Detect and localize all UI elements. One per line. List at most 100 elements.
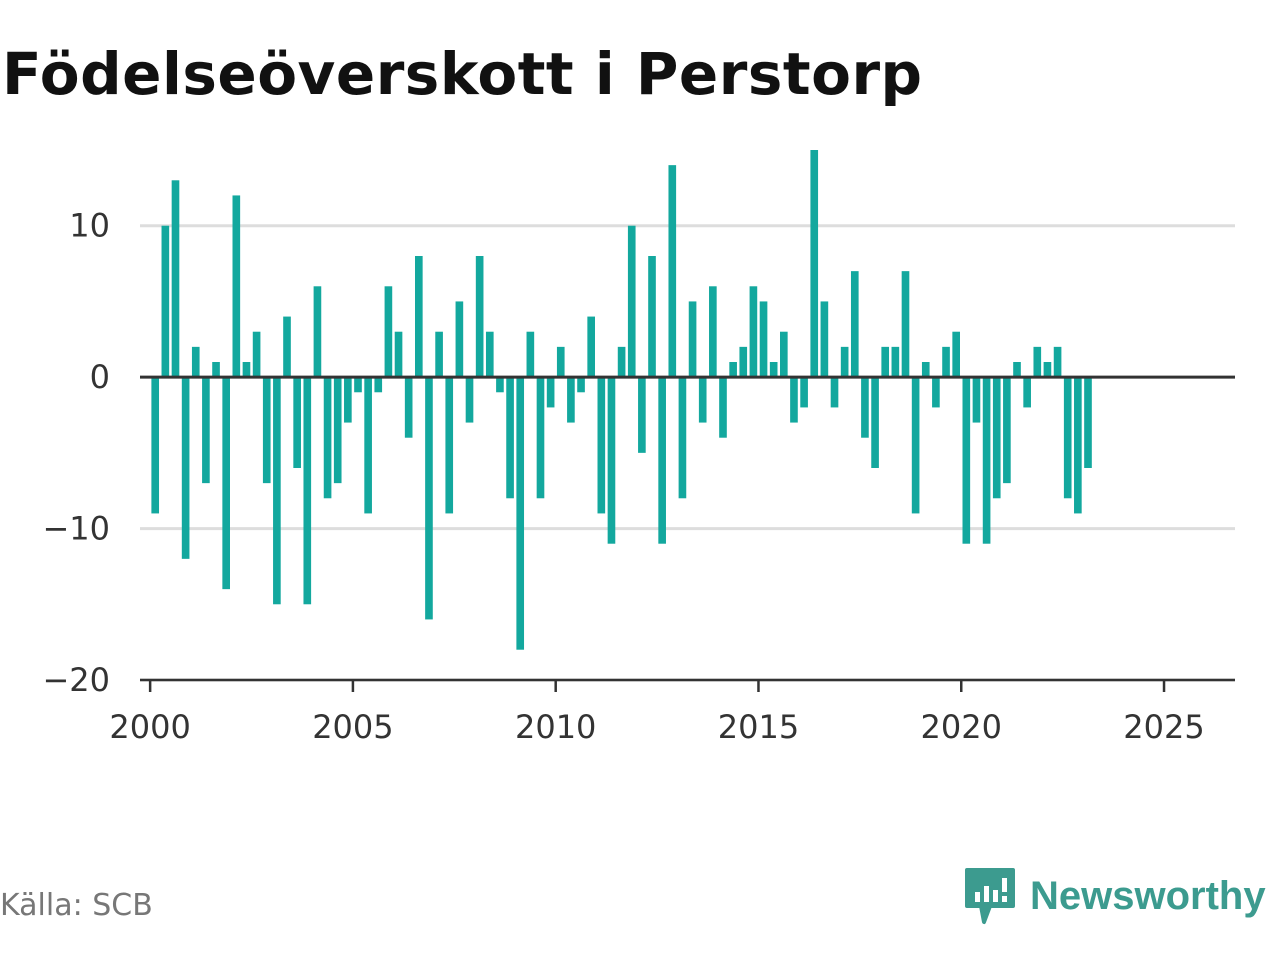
bar (344, 377, 352, 423)
x-tick-label: 2010 (515, 708, 596, 746)
bar (749, 286, 758, 378)
bar (202, 377, 210, 484)
bar (982, 377, 991, 544)
bar (780, 331, 788, 378)
bar (891, 346, 900, 378)
bar (536, 377, 545, 499)
bar (1013, 362, 1021, 378)
bar (496, 377, 504, 393)
bar (232, 195, 241, 378)
bar (262, 377, 271, 484)
bar (992, 377, 1001, 499)
bar (942, 346, 950, 378)
bar (1074, 377, 1082, 514)
bar (921, 362, 930, 378)
bar (850, 271, 859, 378)
bar (212, 362, 220, 378)
bar (455, 301, 464, 378)
bar (901, 271, 910, 378)
bar (556, 346, 565, 378)
brand-name: Newsworthy (1030, 873, 1266, 918)
bar (1063, 377, 1072, 499)
bar (881, 346, 890, 378)
bars (151, 150, 1092, 650)
bar (861, 377, 869, 438)
x-tick-label: 2005 (312, 708, 393, 746)
bar (161, 225, 170, 378)
bar (404, 377, 413, 438)
bar (820, 301, 829, 378)
y-tick-label: −10 (42, 510, 110, 548)
bar (526, 331, 535, 378)
bar (607, 377, 616, 544)
bar (1003, 377, 1011, 484)
bar (273, 377, 281, 605)
bar (587, 316, 595, 378)
bar (364, 377, 372, 514)
x-tick-label: 2000 (109, 708, 190, 746)
bar (283, 316, 291, 378)
bar (739, 346, 748, 378)
bar (709, 286, 717, 378)
bar (972, 377, 981, 423)
page-title: Födelseöverskott i Perstorp (2, 40, 923, 108)
bar (384, 286, 393, 378)
bar (485, 331, 494, 378)
bar (911, 377, 920, 514)
bar (465, 377, 474, 423)
bar (1023, 377, 1031, 408)
bar (1084, 377, 1092, 468)
y-tick-label: 10 (69, 207, 110, 245)
bar (425, 377, 433, 620)
bar (658, 377, 666, 544)
bar (445, 377, 454, 514)
bar (333, 377, 342, 484)
newsworthy-logo-icon (965, 868, 1015, 924)
bar (1043, 362, 1052, 378)
bar (374, 377, 383, 393)
bar (435, 331, 443, 378)
x-axis-ticks: 2000 2005 2010 2015 2020 2025 (109, 680, 1205, 746)
bar (475, 256, 484, 378)
y-axis-ticks: 10 0 −10 −20 (42, 207, 110, 699)
x-tick-label: 2015 (718, 708, 799, 746)
bar (800, 377, 808, 408)
bar (729, 362, 737, 378)
bar (840, 346, 849, 378)
bar (617, 346, 626, 378)
bar (222, 377, 230, 590)
bar (810, 150, 819, 378)
x-tick-label: 2020 (921, 708, 1002, 746)
bar (191, 346, 200, 378)
bar (313, 286, 322, 378)
y-tick-label: −20 (42, 661, 110, 699)
bar (952, 331, 960, 378)
bar (567, 377, 575, 423)
bar (871, 377, 879, 468)
bar (303, 377, 312, 605)
bar (516, 377, 525, 650)
bar (719, 377, 727, 438)
bar (1053, 346, 1062, 378)
bar (638, 377, 646, 453)
bar (830, 377, 839, 408)
bar (698, 377, 707, 423)
bar (293, 377, 301, 468)
bar (415, 256, 423, 378)
bar (627, 225, 636, 378)
bar (323, 377, 332, 499)
bar (648, 256, 656, 378)
bar (171, 180, 180, 378)
bar (151, 377, 160, 514)
chart: 10 0 −10 −20 2000 2005 2010 2015 2020 2025 (42, 150, 1235, 746)
brand-logo: Newsworthy (964, 864, 1266, 928)
bar (546, 377, 555, 408)
bar (577, 377, 585, 393)
bar (759, 301, 768, 378)
bar (932, 377, 940, 408)
y-tick-label: 0 (90, 358, 110, 396)
bar (242, 362, 251, 378)
bar (790, 377, 798, 423)
bar (688, 301, 697, 378)
bar (769, 362, 778, 378)
